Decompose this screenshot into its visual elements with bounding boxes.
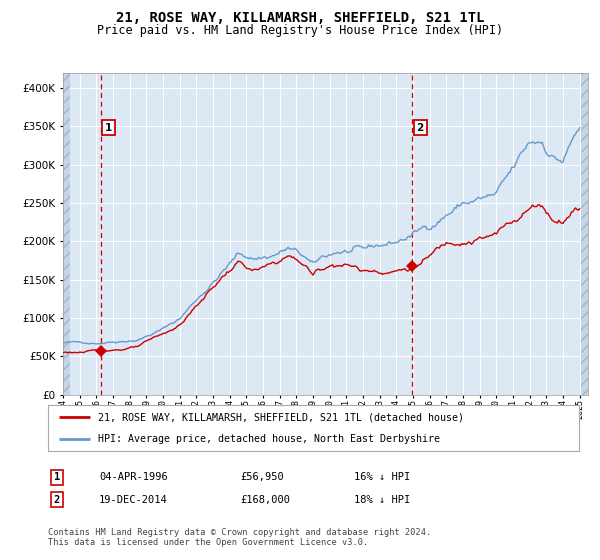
Text: 1: 1 bbox=[105, 123, 112, 133]
Text: 19-DEC-2014: 19-DEC-2014 bbox=[99, 494, 168, 505]
Text: £56,950: £56,950 bbox=[240, 472, 284, 482]
Text: HPI: Average price, detached house, North East Derbyshire: HPI: Average price, detached house, Nort… bbox=[98, 435, 440, 444]
Bar bbox=[581, 73, 589, 395]
Text: 21, ROSE WAY, KILLAMARSH, SHEFFIELD, S21 1TL (detached house): 21, ROSE WAY, KILLAMARSH, SHEFFIELD, S21… bbox=[98, 412, 464, 422]
Text: 1: 1 bbox=[54, 472, 60, 482]
Text: 16% ↓ HPI: 16% ↓ HPI bbox=[354, 472, 410, 482]
Text: 21, ROSE WAY, KILLAMARSH, SHEFFIELD, S21 1TL: 21, ROSE WAY, KILLAMARSH, SHEFFIELD, S21… bbox=[116, 11, 484, 25]
Text: 2: 2 bbox=[416, 123, 424, 133]
Bar bbox=[63, 73, 70, 395]
Text: 2: 2 bbox=[54, 494, 60, 505]
Text: Price paid vs. HM Land Registry's House Price Index (HPI): Price paid vs. HM Land Registry's House … bbox=[97, 24, 503, 36]
Text: 18% ↓ HPI: 18% ↓ HPI bbox=[354, 494, 410, 505]
Text: Contains HM Land Registry data © Crown copyright and database right 2024.
This d: Contains HM Land Registry data © Crown c… bbox=[48, 528, 431, 547]
Text: 04-APR-1996: 04-APR-1996 bbox=[99, 472, 168, 482]
Text: £168,000: £168,000 bbox=[240, 494, 290, 505]
